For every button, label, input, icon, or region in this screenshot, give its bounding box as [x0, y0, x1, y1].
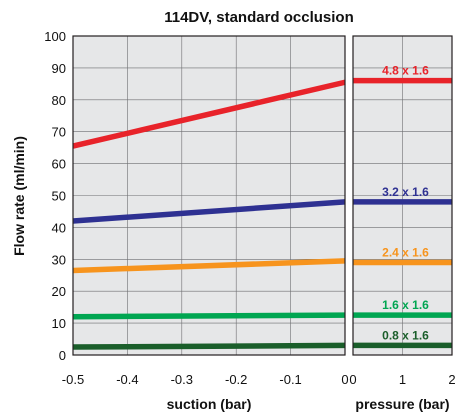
x-tick-label: -0.2 [225, 372, 247, 387]
series-label-3: 1.6 x 1.6 [382, 298, 429, 312]
y-tick-label: 50 [52, 189, 66, 204]
series-line-suction-2 [72, 258, 346, 274]
x-tick-label: -0.4 [116, 372, 138, 387]
y-tick-label: 40 [52, 220, 66, 235]
series-label-4: 0.8 x 1.6 [382, 328, 429, 342]
y-tick-label: 90 [52, 61, 66, 76]
x-tick-label: 1 [399, 372, 406, 387]
x-tick-label: 0 [341, 372, 348, 387]
x-tick-label: -0.3 [171, 372, 193, 387]
y-tick-label: 70 [52, 125, 66, 140]
series-line-suction-4 [72, 342, 346, 350]
chart-panels: -0.5 -0.4 -0.3 -0.2 -0.1 0 suction (bar) 0 1 2 pre… [44, 29, 455, 412]
y-tick-label: 30 [52, 252, 66, 267]
x-tick-label: 0 [349, 372, 356, 387]
x-tick-label: -0.1 [279, 372, 301, 387]
series-line-suction-0 [72, 79, 346, 149]
series-line-suction-1 [72, 199, 346, 224]
x-tick-label: 2 [448, 372, 455, 387]
chart-title: 114DV, standard occlusion [164, 9, 354, 26]
x-axis-label-suction: suction (bar) [167, 396, 252, 412]
x-axis-label-pressure: pressure (bar) [355, 396, 449, 412]
y-tick-label: 0 [59, 348, 66, 363]
panel-pressure: 0 1 2 pressure (bar) [349, 35, 456, 412]
y-tick-label: 100 [44, 29, 66, 44]
plot-frame-suction [72, 35, 346, 356]
series-line-suction-3 [72, 312, 346, 320]
plot-frame-pressure [352, 35, 453, 356]
series-label-0: 4.8 x 1.6 [382, 64, 429, 78]
series-label-2: 2.4 x 1.6 [382, 245, 429, 259]
y-tick-label: 10 [52, 316, 66, 331]
series-label-1: 3.2 x 1.6 [382, 185, 429, 199]
y-tick-label: 80 [52, 93, 66, 108]
panel-suction: -0.5 -0.4 -0.3 -0.2 -0.1 0 suction (bar) [62, 35, 349, 412]
y-axis-label: Flow rate (ml/min) [11, 136, 27, 256]
y-tick-label: 60 [52, 157, 66, 172]
x-tick-label: -0.5 [62, 372, 84, 387]
y-tick-label: 20 [52, 284, 66, 299]
